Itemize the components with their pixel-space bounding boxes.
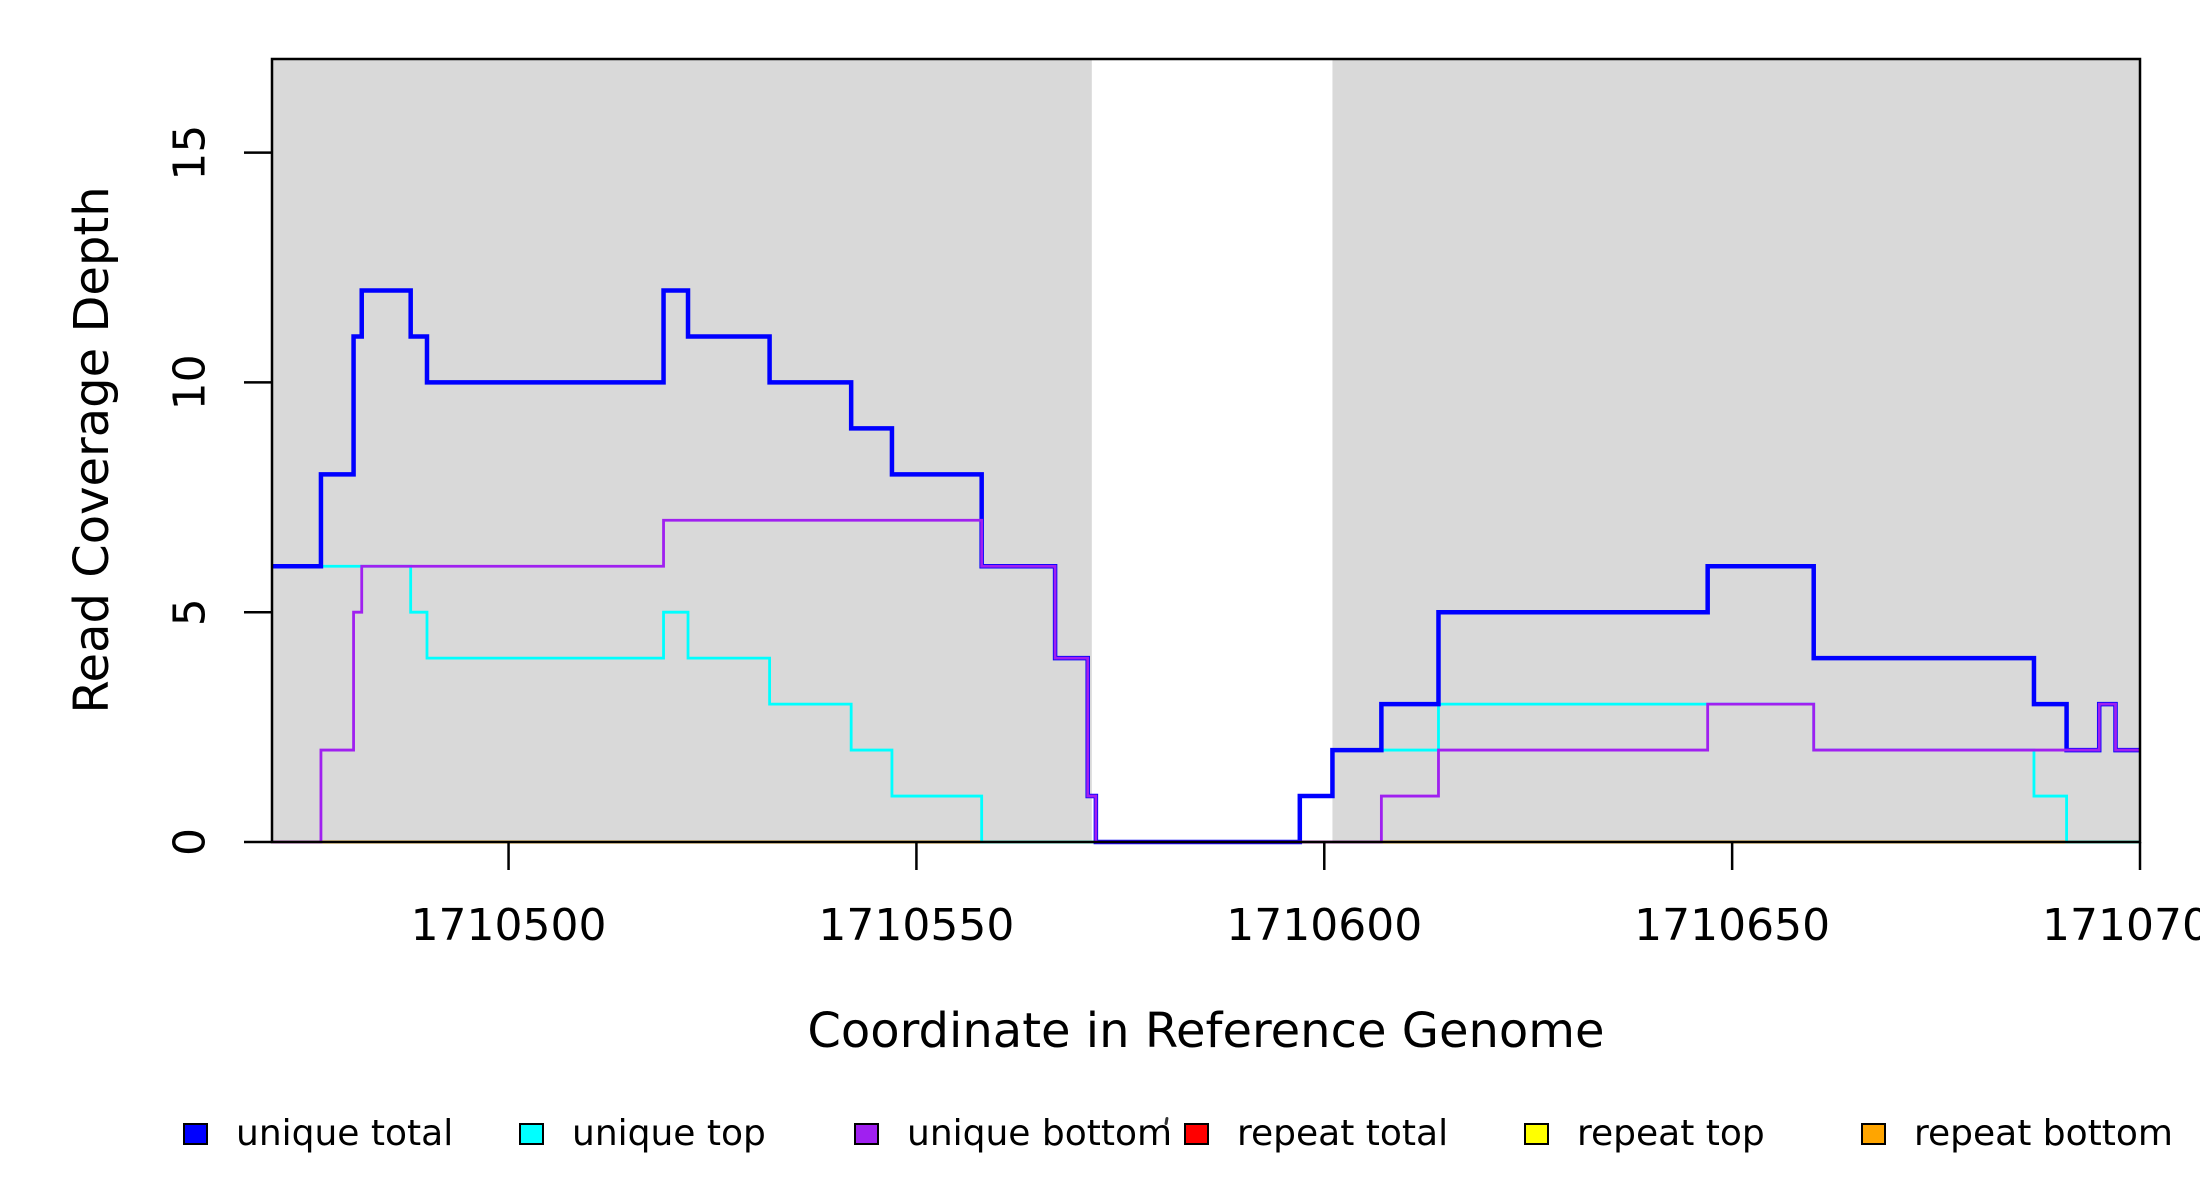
legend-label: unique total — [236, 1113, 454, 1154]
legend-label: unique bottom — [907, 1113, 1173, 1154]
axis-ticks — [244, 151, 2142, 870]
x-tick-label: 1710650 — [1634, 900, 1830, 951]
legend-label: repeat bottom — [1914, 1113, 2173, 1154]
x-tick-label: 1710500 — [411, 900, 607, 951]
legend-label: repeat top — [1577, 1113, 1765, 1154]
series-line-unique-bottom — [272, 518, 2140, 844]
legend-item-repeat-total: repeat total — [1184, 1116, 1448, 1152]
legend-label: repeat total — [1237, 1113, 1449, 1154]
unique-top-swatch — [519, 1123, 544, 1145]
unique-bottom-swatch — [854, 1123, 879, 1145]
repeat-top-swatch — [1524, 1123, 1549, 1145]
y-tick-label: 10 — [165, 354, 216, 410]
shaded-region — [272, 59, 1092, 842]
plot-box — [270, 57, 2142, 844]
legend-item-repeat-bottom: repeat bottom — [1861, 1116, 2173, 1152]
y-axis-tick-labels: 0 5 10 15 — [165, 125, 216, 856]
y-axis-title: Read Coverage Depth — [64, 186, 120, 714]
repeat-total-swatch — [1184, 1123, 1209, 1145]
y-tick-label: 15 — [165, 125, 216, 181]
unique-total-swatch — [183, 1123, 208, 1145]
y-tick-label: 0 — [165, 828, 216, 856]
legend-label: unique top — [572, 1113, 766, 1154]
shaded-region — [1332, 59, 2140, 842]
x-tick-label: 1710550 — [818, 900, 1014, 951]
legend-item-repeat-top: repeat top — [1524, 1116, 1765, 1152]
shaded-regions — [272, 59, 2140, 842]
x-axis-title: Coordinate in Reference Genome — [807, 1003, 1605, 1059]
legend-item-unique-top: unique top — [519, 1116, 766, 1152]
x-tick-label: 1710600 — [1226, 900, 1422, 951]
legend-item-unique-total: unique total — [183, 1116, 453, 1152]
legend-item-unique-bottom: unique bottom — [854, 1116, 1172, 1152]
repeat-bottom-swatch — [1861, 1123, 1886, 1145]
y-tick-label: 5 — [165, 598, 216, 626]
